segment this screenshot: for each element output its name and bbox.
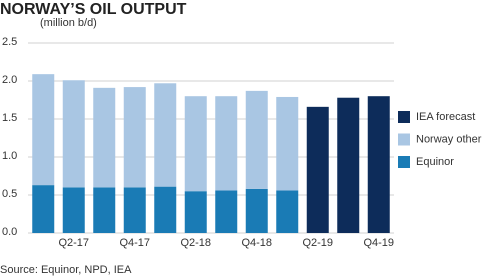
bar-segment [337,97,360,233]
bar-segment [215,190,238,233]
bar-segment [62,187,85,233]
chart-title: NORWAY’S OIL OUTPUT [0,1,187,18]
bar-segment [215,96,238,191]
legend-label: IEA forecast [416,111,475,123]
x-tick-label: Q4-18 [241,237,272,249]
bar-segment [245,188,268,233]
legend-label: Norway other [416,133,482,145]
x-tick-label: Q2-17 [58,237,89,249]
bar-segment [184,191,207,233]
bar-segment [154,83,177,187]
bar-segment [306,106,329,233]
y-tick-label: 0.5 [2,188,17,200]
bar-segment [123,87,146,188]
bar-segment [62,80,85,188]
source: Source: Equinor, NPD, IEA [0,264,132,276]
bar-segment [184,96,207,192]
bar-segment [123,187,146,233]
x-tick-label: Q4-19 [363,237,394,249]
bar-segment [276,96,299,191]
y-tick-label: 2.0 [2,74,17,86]
x-tick-label: Q4-17 [119,237,150,249]
y-tick-label: 2.5 [2,36,17,48]
x-tick-label: Q2-18 [180,237,211,249]
bar-segment [367,96,390,233]
y-tick-label: 1.5 [2,112,17,124]
y-tick-label: 1.0 [2,150,17,162]
legend-swatch [398,156,410,168]
legend-swatch [398,111,410,123]
bar-segment [32,185,55,233]
bar-segment [93,87,116,188]
chart-subtitle: (million b/d) [40,17,97,29]
x-tick-label: Q2-19 [302,237,333,249]
legend-swatch [398,133,410,146]
bar-segment [93,187,116,233]
bar-segment [154,186,177,233]
legend-label: Equinor [416,156,454,168]
bar-segment [276,190,299,233]
bar-segment [245,90,268,189]
y-tick-label: 0.0 [2,226,17,238]
bar-segment [32,74,55,186]
